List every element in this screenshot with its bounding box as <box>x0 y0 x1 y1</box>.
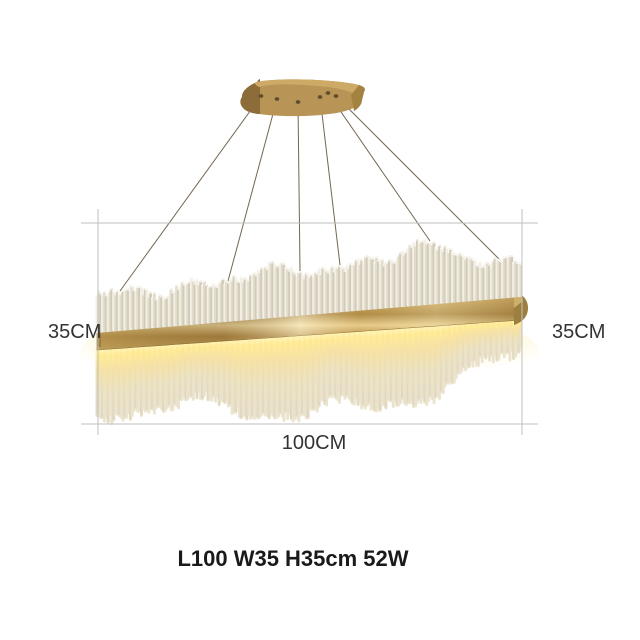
svg-text:100CM: 100CM <box>282 432 346 454</box>
svg-text:35CM: 35CM <box>552 321 605 343</box>
svg-text:L100 W35 H35cm 52W: L100 W35 H35cm 52W <box>177 546 408 571</box>
svg-text:35CM: 35CM <box>48 321 101 343</box>
